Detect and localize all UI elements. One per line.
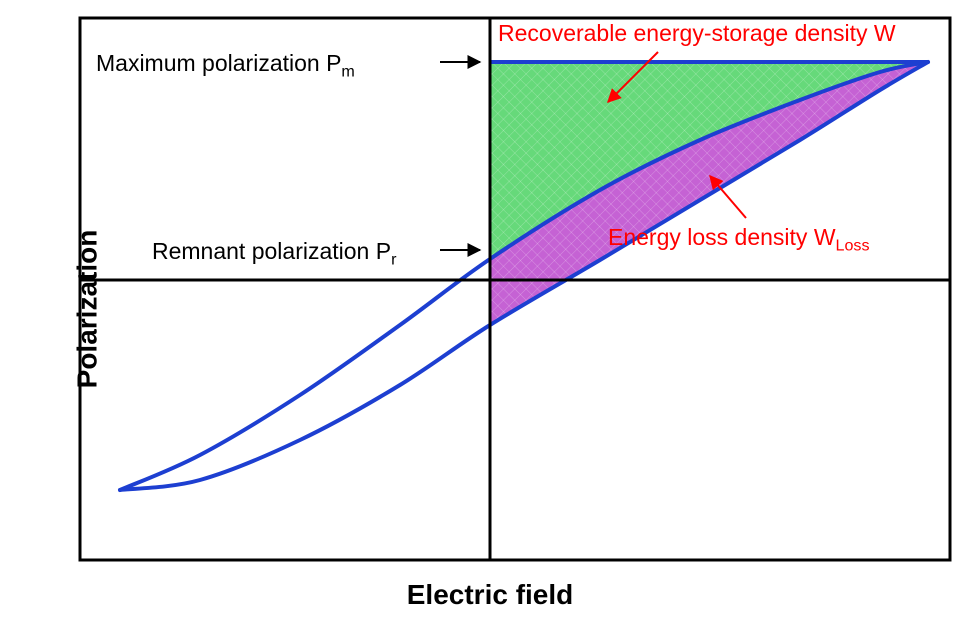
annotation-w: Recoverable energy-storage density W (498, 20, 896, 47)
annotation-wloss: Energy loss density WLoss (608, 224, 870, 256)
annotation-pr: Remnant polarization Pr (152, 238, 396, 270)
diagram-svg (0, 0, 980, 617)
y-axis-label: Polarization (71, 229, 103, 388)
annotation-pm: Maximum polarization Pm (96, 50, 355, 82)
figure-container: Polarization Electric field Maximum pola… (0, 0, 980, 617)
x-axis-label: Electric field (407, 579, 574, 611)
